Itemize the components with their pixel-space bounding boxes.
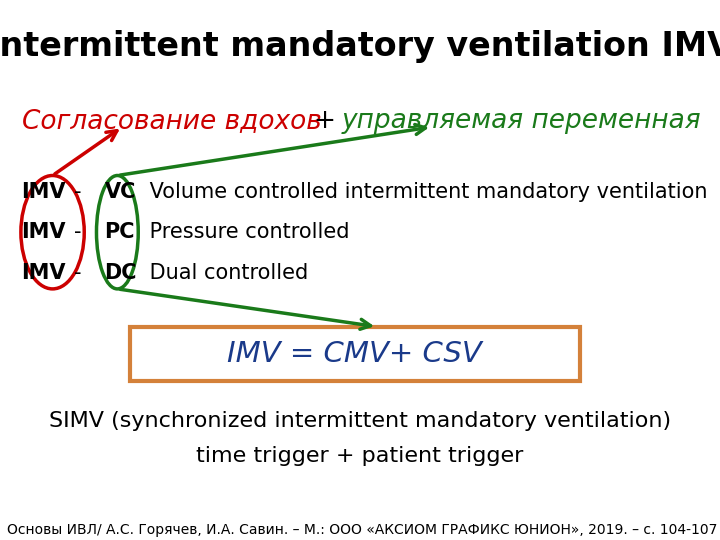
Text: Pressure controlled: Pressure controlled — [143, 222, 349, 242]
Text: DC: DC — [104, 262, 137, 283]
Text: Dual controlled: Dual controlled — [143, 262, 308, 283]
Text: Volume controlled intermittent mandatory ventilation: Volume controlled intermittent mandatory… — [143, 181, 707, 202]
Text: -: - — [74, 181, 81, 202]
Text: IMV: IMV — [22, 181, 66, 202]
Text: PC: PC — [104, 222, 135, 242]
Text: IMV: IMV — [22, 222, 66, 242]
Text: -: - — [74, 262, 81, 283]
Text: Основы ИВЛ/ А.С. Горячев, И.А. Савин. – М.: ООО «АКСИОМ ГРАФИКС ЮНИОН», 2019. – : Основы ИВЛ/ А.С. Горячев, И.А. Савин. – … — [7, 523, 718, 537]
Text: +: + — [313, 109, 336, 134]
Text: управляемая переменная: управляемая переменная — [342, 109, 701, 134]
Text: VC: VC — [104, 181, 136, 202]
Text: Intermittent mandatory ventilation IMV: Intermittent mandatory ventilation IMV — [0, 30, 720, 63]
Text: time trigger + patient trigger: time trigger + patient trigger — [197, 446, 523, 467]
Text: Согласование вдохов: Согласование вдохов — [22, 109, 321, 134]
Text: SIMV (synchronized intermittent mandatory ventilation): SIMV (synchronized intermittent mandator… — [49, 411, 671, 431]
Text: IMV: IMV — [22, 262, 66, 283]
Text: -: - — [74, 222, 81, 242]
Text: IMV = CMV+ CSV: IMV = CMV+ CSV — [228, 340, 482, 368]
